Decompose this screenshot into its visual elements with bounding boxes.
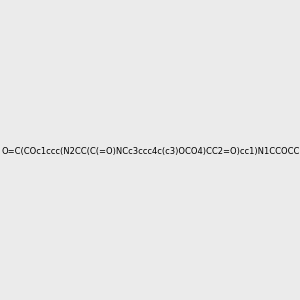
Text: O=C(COc1ccc(N2CC(C(=O)NCc3ccc4c(c3)OCO4)CC2=O)cc1)N1CCOCC1: O=C(COc1ccc(N2CC(C(=O)NCc3ccc4c(c3)OCO4)…	[2, 147, 300, 156]
